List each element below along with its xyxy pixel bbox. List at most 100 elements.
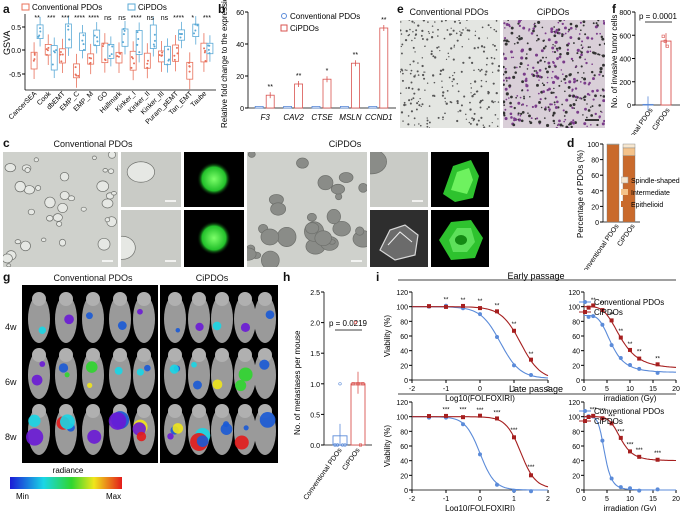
g-signal	[58, 363, 69, 373]
panel-a-boxplot: Conventional PDOs CiPDOs GSVA 0.5 0.0 -0…	[2, 3, 216, 126]
svg-text:5: 5	[605, 386, 609, 393]
a-box-conv	[172, 44, 180, 62]
svg-text:120: 120	[396, 400, 408, 407]
g-signal	[220, 423, 233, 435]
g-mouse	[254, 351, 276, 399]
i-sig: ***	[654, 451, 662, 457]
panel-b-barchart: Relative fold change to the expression o…	[220, 0, 396, 128]
g-mouse	[254, 295, 276, 343]
panel-b-legend: Conventional PDOs CiPDOs	[280, 12, 360, 33]
svg-text:-2: -2	[409, 386, 415, 393]
i-sig: **	[512, 322, 517, 328]
g-signal	[172, 423, 184, 434]
g-signal	[223, 421, 230, 428]
svg-text:Spindle-shaped: Spindle-shaped	[631, 178, 680, 185]
i-point-ci	[495, 309, 499, 314]
i-sig: ***	[442, 408, 450, 414]
svg-text:-0.5: -0.5	[9, 72, 21, 79]
i-late-title: Late passage	[509, 384, 563, 394]
b-sig: *	[326, 68, 329, 75]
svg-text:40: 40	[591, 189, 599, 196]
b-bar-conv	[340, 106, 349, 109]
svg-text:80: 80	[591, 158, 599, 165]
a-sig-label: ****	[88, 15, 99, 22]
g-mouse	[133, 351, 155, 399]
a-category-label: CancerSEA	[8, 90, 39, 121]
svg-text:15: 15	[649, 386, 657, 393]
d-segment	[606, 143, 620, 145]
svg-text:Min: Min	[16, 492, 29, 501]
legend-conventional: Conventional PDOs	[32, 3, 102, 12]
i-point-ci	[628, 449, 632, 454]
i-point-conv	[478, 452, 482, 457]
svg-text:CiPDOs: CiPDOs	[594, 308, 623, 317]
panel-label-f: f	[612, 2, 616, 16]
i-point-ci	[461, 415, 465, 420]
i-point-conv	[512, 363, 516, 368]
svg-text:20: 20	[591, 204, 599, 211]
i-point-conv	[478, 312, 482, 317]
i-point-conv	[655, 370, 660, 375]
svg-text:60: 60	[572, 334, 580, 341]
svg-text:0: 0	[404, 488, 408, 495]
g-signal	[64, 372, 70, 378]
f-ylabel: No. of invasive tumor cells	[610, 15, 619, 108]
i-point-ci	[512, 328, 516, 333]
svg-text:2.5: 2.5	[310, 290, 320, 297]
panel-h-barchart: No. of metastases per mouse 2.5 2.0 1.5 1.0…	[293, 290, 372, 502]
a-sig-label: ***	[203, 15, 211, 22]
svg-text:80: 80	[400, 319, 408, 326]
h-xcat-conv: Conventional PDOs	[303, 447, 344, 502]
svg-text:0: 0	[576, 488, 580, 495]
a-box-ci	[178, 29, 186, 41]
i-point-ci	[637, 454, 642, 459]
b-sig: **	[296, 73, 302, 80]
svg-text:0.5: 0.5	[11, 25, 21, 32]
i-point-ci	[427, 414, 431, 419]
g-signal	[212, 379, 223, 390]
g-signal	[191, 361, 197, 368]
g-mouse	[164, 295, 186, 343]
svg-text:120: 120	[568, 290, 580, 297]
i-point-conv	[512, 488, 516, 493]
c-title-conv: Conventional PDOs	[53, 139, 133, 149]
g-signal	[85, 312, 93, 320]
svg-text:20: 20	[400, 363, 408, 370]
a-category-label: Taube	[190, 90, 209, 109]
b-bar-ci	[294, 83, 303, 109]
g-signal	[144, 364, 151, 372]
i-point-ci	[600, 308, 605, 313]
panel-label-b: b	[218, 2, 226, 16]
b-sig: **	[381, 17, 387, 24]
svg-text:100: 100	[396, 415, 408, 422]
a-sig-label: *	[191, 15, 194, 22]
i-sig: ***	[626, 443, 634, 449]
g-signal	[114, 366, 123, 375]
i-sig: **	[609, 313, 614, 319]
g-signal	[259, 359, 270, 370]
a-box-ci	[50, 45, 58, 71]
svg-text:1: 1	[512, 496, 516, 503]
panel-label-c: c	[3, 136, 10, 150]
i-point-conv	[637, 488, 642, 493]
g-mouse	[82, 295, 104, 343]
g-signal	[87, 429, 102, 444]
panel-label-d: d	[567, 136, 575, 150]
i-legend-early: Conventional PDOs CiPDOs	[579, 298, 664, 317]
svg-text:2.0: 2.0	[310, 321, 320, 328]
i-sig: **	[637, 350, 642, 356]
a-sig-label: ****	[74, 15, 85, 22]
g-mouse	[164, 351, 186, 399]
i-sig: ***	[590, 408, 598, 414]
a-box-ci	[149, 24, 157, 49]
i-point-conv	[609, 476, 614, 481]
h-xcat-ci: CiPDOs	[341, 447, 362, 472]
a-box-conv	[73, 63, 80, 79]
i-point-conv	[600, 438, 605, 443]
g-signal	[59, 414, 75, 430]
g-signal	[195, 322, 204, 331]
g-mouse	[188, 295, 210, 343]
c-title-ci: CiPDOs	[328, 139, 362, 149]
i-point-conv	[461, 422, 465, 427]
i-point-ci	[495, 416, 499, 421]
